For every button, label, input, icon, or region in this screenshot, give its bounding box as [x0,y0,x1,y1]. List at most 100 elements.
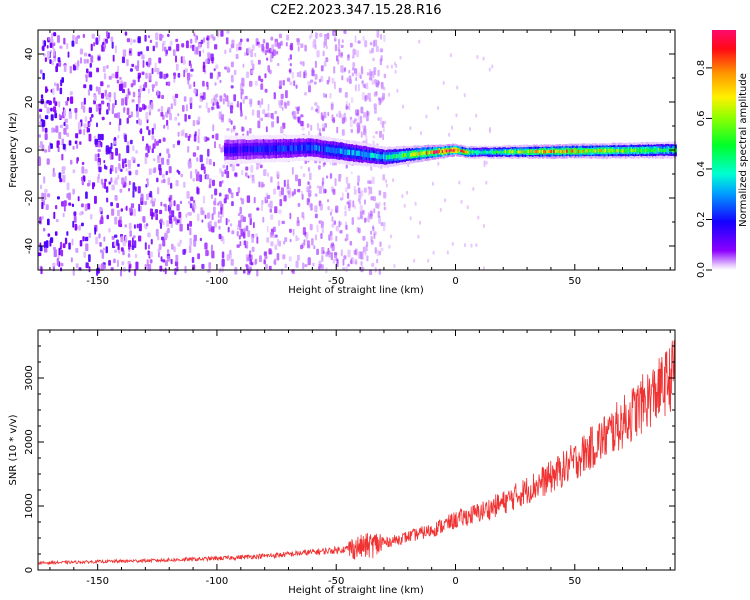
heatmap-cell [345,100,348,105]
heatmap-cell [643,148,646,153]
heatmap-cell [128,222,132,230]
heatmap-cell [149,39,153,43]
heatmap-cell [147,264,152,272]
heatmap-cell [241,198,245,205]
heatmap-cell [272,233,276,239]
heatmap-cell [114,195,118,201]
heatmap-cell [169,200,173,208]
heatmap-cell [234,172,238,177]
heatmap-cell [326,175,329,179]
heatmap-cell [466,150,468,154]
heatmap-cell [636,148,639,153]
heatmap-cell [299,70,302,78]
heatmap-cell [267,146,269,153]
heatmap-cell [586,149,589,153]
heatmap-cell [183,181,186,188]
heatmap-cell [414,201,417,206]
heatmap-cell [313,81,317,85]
heatmap-cell [177,141,180,146]
heatmap-cell [53,249,57,258]
heatmap-cell [158,251,160,258]
heatmap-cell [156,140,159,146]
heatmap-cell [94,153,98,162]
heatmap-cell [47,233,51,237]
heatmap-cell [176,266,179,272]
heatmap-cell [120,83,124,90]
heatmap-cell [325,57,329,63]
heatmap-cell [352,200,355,208]
heatmap-cell [327,111,330,117]
heatmap-cell [323,92,325,98]
heatmap-cell [239,102,242,111]
heatmap-cell [114,216,118,225]
heatmap-cell [67,97,70,102]
heatmap-cell [57,35,60,43]
heatmap-cell [169,218,173,224]
heatmap-cell [583,149,586,153]
heatmap-cell [329,173,333,179]
heatmap-cell [160,201,163,207]
heatmap-cell [365,135,368,142]
heatmap-cell [44,115,49,120]
heatmap-cell [194,34,198,43]
heatmap-cell [109,168,112,175]
heatmap-cell [196,186,199,194]
heatmap-cell [167,227,170,234]
heatmap-cell [260,78,264,83]
heatmap-cell [383,34,386,43]
heatmap-cell [152,87,154,92]
heatmap-cell [257,59,261,65]
heatmap-cell [566,149,569,153]
heatmap-cell [108,228,111,233]
heatmap-cell [167,33,170,37]
heatmap-cell [211,213,214,221]
heatmap-cell [587,149,590,153]
heatmap-cell [349,119,353,128]
heatmap-cell [291,71,294,79]
heatmap-cell [320,112,323,120]
heatmap-cell [241,169,244,176]
heatmap-cell [456,148,458,151]
heatmap-cell [142,216,146,223]
heatmap-cell [118,163,121,170]
heatmap-cell [314,193,318,197]
heatmap-cell [207,107,211,113]
heatmap-cell [214,141,216,149]
heatmap-cell [151,135,155,140]
heatmap-cell [95,37,99,45]
heatmap-cell [43,101,47,109]
heatmap-cell [331,78,335,84]
heatmap-cell [202,65,206,73]
heatmap-cell [408,152,411,157]
heatmap-cell [133,208,136,217]
heatmap-cell [323,162,326,166]
snr-ytick-label: 3000 [24,365,35,390]
heatmap-cell [312,41,315,49]
heatmap-cell [245,145,248,153]
heatmap-cell [83,58,87,64]
snr-plot-area [38,330,675,570]
heatmap-cell [274,41,278,47]
heatmap-cell [45,204,49,210]
heatmap-cell [247,175,250,179]
heatmap-cell [289,63,292,67]
heatmap-cell [44,127,48,133]
heatmap-cell [46,51,50,58]
heatmap-cell [243,231,246,239]
heatmap-cell [486,150,488,154]
heatmap-cell [401,194,404,199]
heatmap-cell [114,177,118,185]
heatmap-cell [108,75,112,80]
heatmap-cell [167,124,169,130]
heatmap-cell [235,146,238,153]
heatmap-cell [549,149,551,153]
snr-xlabel: Height of straight line (km) [288,585,424,596]
heatmap-cell [304,145,307,151]
heatmap-cell [256,207,260,211]
heatmap-cell [261,146,264,152]
heatmap-cell [124,176,127,182]
heatmap-cell [284,102,287,109]
heatmap-cell [369,269,373,276]
heatmap-cell [86,68,89,74]
